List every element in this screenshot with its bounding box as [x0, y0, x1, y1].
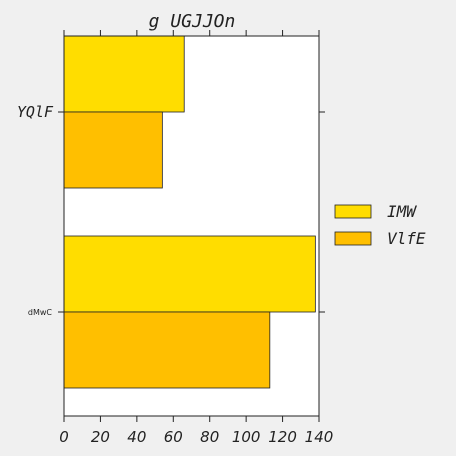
bar-imw-yqlf	[63, 35, 185, 113]
y-axis: YQlF dMwC	[17, 103, 325, 317]
x-tick-label: 100	[232, 428, 261, 446]
x-tick-label: 120	[268, 428, 297, 446]
x-tick-label: 60	[164, 428, 183, 446]
legend: IMW VlfE	[334, 202, 426, 248]
x-tick-label: 40	[127, 428, 146, 446]
plot-frame	[63, 35, 320, 417]
legend-label-vlfe: VlfE	[387, 229, 426, 248]
legend-swatch-vlfe	[334, 231, 372, 246]
legend-swatch-imw	[334, 204, 372, 219]
bar-vlfe-dmwc	[63, 311, 271, 389]
legend-label-imw: IMW	[387, 202, 417, 221]
y-tick-label: dMwC	[28, 308, 53, 317]
y-tick-label: YQlF	[17, 103, 54, 121]
bars-group	[63, 35, 316, 389]
x-axis: 0 20 40 60 80 100 120 140	[59, 30, 333, 446]
bar-imw-dmwc	[63, 235, 316, 313]
x-tick-label: 20	[91, 428, 110, 446]
bar-vlfe-yqlf	[63, 111, 163, 189]
x-tick-label: 0	[59, 428, 69, 446]
x-tick-label: 140	[305, 428, 334, 446]
chart-title: g UGJJOn	[149, 11, 236, 32]
x-tick-label: 80	[200, 428, 219, 446]
